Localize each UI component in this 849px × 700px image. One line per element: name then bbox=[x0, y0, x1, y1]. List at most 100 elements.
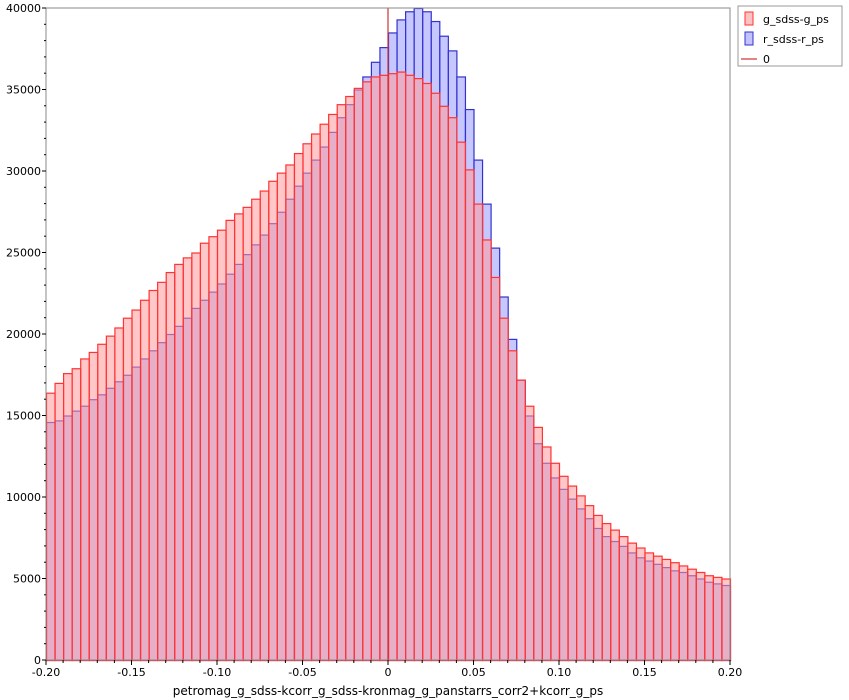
histogram-bar bbox=[524, 405, 535, 662]
histogram-bar bbox=[635, 547, 646, 662]
histogram-bar bbox=[216, 229, 227, 662]
histogram-bar bbox=[396, 71, 407, 662]
y-axis: 0 5000 10000 15000 20000 25000 30000 35000 40000 bbox=[6, 2, 46, 667]
legend-label-g: g_sdss-g_ps bbox=[763, 13, 829, 26]
y-tick-label: 30000 bbox=[6, 165, 41, 178]
histogram-bar bbox=[584, 505, 595, 662]
histogram-bar bbox=[618, 536, 629, 662]
y-tick-label: 15000 bbox=[6, 410, 41, 423]
histogram-bar bbox=[353, 87, 364, 662]
histogram-bar bbox=[285, 164, 296, 662]
histogram-bar bbox=[336, 104, 347, 662]
histogram-bar bbox=[430, 92, 441, 662]
legend: g_sdss-g_ps r_sdss-r_ps 0 bbox=[737, 5, 843, 67]
histogram-bar bbox=[661, 558, 672, 662]
histogram-bar bbox=[447, 117, 458, 662]
y-tick-label: 0 bbox=[34, 654, 41, 667]
histogram-bar bbox=[276, 172, 287, 662]
x-tick-label: 0.05 bbox=[461, 666, 486, 679]
histogram-bar bbox=[234, 213, 244, 662]
y-tick-label: 5000 bbox=[13, 573, 41, 586]
histogram-bar bbox=[293, 152, 304, 662]
histogram-bar bbox=[114, 327, 125, 662]
histogram-bar bbox=[379, 74, 390, 662]
histogram-bar bbox=[533, 426, 543, 662]
y-tick-label: 35000 bbox=[6, 84, 41, 97]
histogram-bar bbox=[62, 373, 73, 662]
histogram-bar bbox=[687, 568, 697, 662]
histogram-bar bbox=[165, 271, 176, 662]
histogram-bar bbox=[80, 358, 90, 662]
histogram-bar bbox=[139, 299, 150, 662]
histogram-bar bbox=[516, 379, 526, 662]
histogram-bar bbox=[148, 289, 159, 662]
legend-box bbox=[737, 5, 843, 67]
histogram-bar bbox=[319, 123, 330, 662]
histogram-bar bbox=[131, 309, 142, 662]
histogram-bar bbox=[97, 343, 107, 662]
histogram-bar bbox=[652, 555, 663, 662]
histogram-bar bbox=[268, 180, 278, 662]
histogram-bar bbox=[567, 485, 578, 662]
x-tick-label: -0.20 bbox=[32, 666, 60, 679]
y-tick-label: 25000 bbox=[6, 247, 41, 260]
x-tick-label: -0.10 bbox=[203, 666, 231, 679]
histogram-bar bbox=[721, 578, 732, 662]
x-tick-label: 0.10 bbox=[547, 666, 572, 679]
histogram-bar bbox=[122, 317, 133, 662]
x-tick-label: 0 bbox=[385, 666, 392, 679]
x-tick-label: -0.15 bbox=[117, 666, 145, 679]
histogram-bar bbox=[182, 257, 193, 662]
histogram-bar bbox=[191, 252, 202, 662]
histogram-bar bbox=[362, 81, 373, 662]
y-tick-label: 20000 bbox=[6, 328, 41, 341]
histogram-bar bbox=[387, 73, 398, 662]
histogram-bar bbox=[439, 105, 449, 662]
histogram-bar bbox=[627, 542, 638, 662]
y-tick-label: 10000 bbox=[6, 491, 41, 504]
histogram-bar bbox=[558, 475, 569, 662]
histogram-bar bbox=[499, 317, 509, 662]
histogram-bar bbox=[45, 392, 56, 662]
histogram-bar bbox=[422, 82, 432, 662]
y-tick-label: 40000 bbox=[6, 2, 41, 15]
histogram-bar bbox=[105, 335, 116, 662]
histogram-bar bbox=[370, 76, 381, 662]
histogram-bar bbox=[199, 242, 210, 662]
histogram-bar bbox=[302, 143, 313, 662]
legend-label-r: r_sdss-r_ps bbox=[763, 33, 824, 46]
histogram-bar bbox=[174, 263, 184, 662]
histogram-bar bbox=[251, 198, 261, 662]
histogram-bar bbox=[157, 281, 167, 662]
histogram-bar bbox=[345, 95, 355, 662]
histogram-bar bbox=[208, 236, 219, 662]
histogram-bar bbox=[704, 575, 714, 662]
x-tick-label: -0.05 bbox=[288, 666, 316, 679]
histogram-bar bbox=[310, 133, 321, 662]
legend-swatch-r bbox=[744, 31, 754, 46]
x-tick-label: 0.20 bbox=[718, 666, 743, 679]
histogram-bar bbox=[456, 141, 467, 662]
histogram-bar bbox=[54, 382, 65, 662]
histogram-bar bbox=[405, 74, 415, 662]
histogram-bar bbox=[610, 529, 620, 662]
histogram-bar bbox=[575, 495, 586, 662]
histogram-bar bbox=[225, 219, 236, 662]
histogram-bar bbox=[473, 203, 484, 662]
legend-swatch-g bbox=[744, 11, 754, 26]
histogram-bar bbox=[550, 462, 561, 662]
histogram-bar bbox=[464, 169, 475, 662]
histogram-bar bbox=[328, 113, 338, 662]
histogram-bar bbox=[481, 239, 492, 662]
histogram-bar bbox=[71, 368, 82, 662]
legend-label-zero: 0 bbox=[763, 53, 770, 66]
histogram-bar bbox=[644, 552, 655, 662]
histogram-bar bbox=[413, 77, 424, 662]
histogram-bar bbox=[712, 576, 723, 662]
x-tick-label: 0.15 bbox=[632, 666, 657, 679]
histogram-bar bbox=[259, 190, 270, 662]
x-axis: -0.20 -0.15 -0.10 -0.05 0 0.05 0.10 0.15 0.20 bbox=[32, 660, 742, 679]
histogram-bar bbox=[678, 565, 689, 662]
histogram-bar bbox=[88, 351, 99, 662]
